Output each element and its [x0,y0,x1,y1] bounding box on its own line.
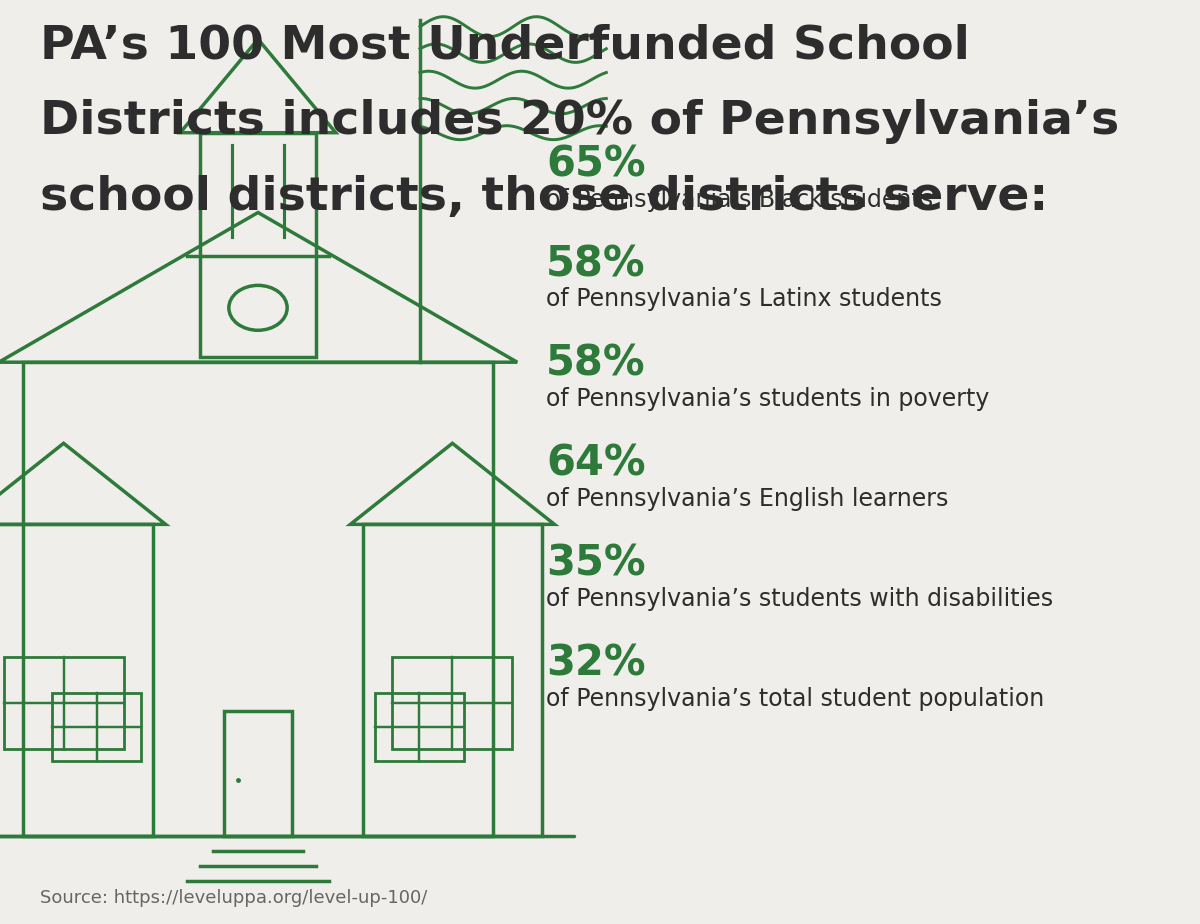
Text: 58%: 58% [546,243,646,285]
Text: of Pennsylvania’s Latinx students: of Pennsylvania’s Latinx students [546,287,942,311]
Text: 58%: 58% [546,343,646,384]
Text: 65%: 65% [546,143,646,185]
Text: of Pennsylvania’s Black students: of Pennsylvania’s Black students [546,188,934,212]
Text: of Pennsylvania’s total student population: of Pennsylvania’s total student populati… [546,687,1044,711]
Text: 35%: 35% [546,542,646,584]
Text: school districts, those districts serve:: school districts, those districts serve: [40,175,1048,220]
Text: Districts includes 20% of Pennsylvania’s: Districts includes 20% of Pennsylvania’s [40,99,1118,144]
Text: of Pennsylvania’s English learners: of Pennsylvania’s English learners [546,487,948,511]
Text: of Pennsylvania’s students with disabilities: of Pennsylvania’s students with disabili… [546,587,1054,611]
Text: of Pennsylvania’s students in poverty: of Pennsylvania’s students in poverty [546,387,989,411]
Text: Source: https://leveluppa.org/level-up-100/: Source: https://leveluppa.org/level-up-1… [40,889,427,906]
Text: 64%: 64% [546,443,646,484]
Text: 32%: 32% [546,642,646,684]
Text: PA’s 100 Most Underfunded School: PA’s 100 Most Underfunded School [40,23,970,68]
